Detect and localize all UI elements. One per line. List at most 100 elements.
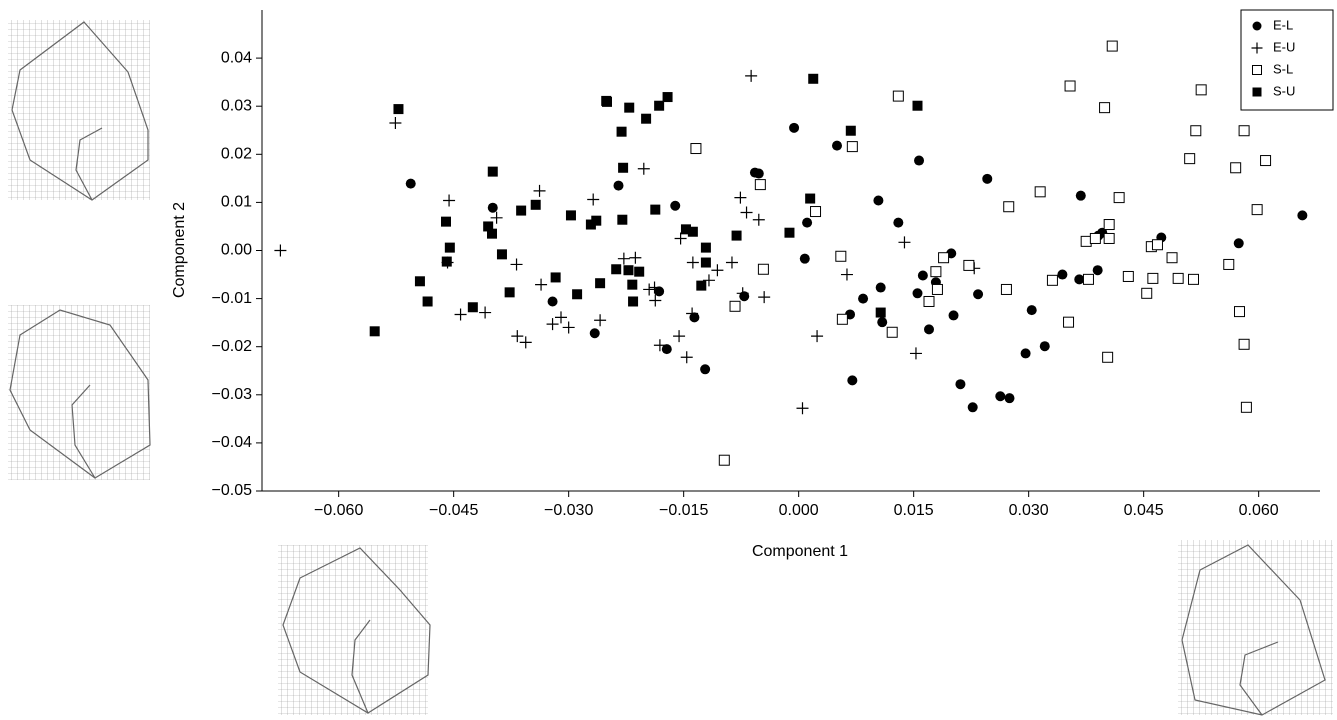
point <box>700 257 711 268</box>
point <box>546 318 559 331</box>
point <box>547 296 558 307</box>
point <box>274 244 287 257</box>
point <box>623 265 634 276</box>
point <box>836 313 848 325</box>
deformation-grid <box>278 545 431 715</box>
point <box>973 289 984 300</box>
point <box>875 307 886 318</box>
point <box>686 307 699 320</box>
point <box>745 69 758 82</box>
point <box>686 256 699 269</box>
point <box>1034 186 1046 198</box>
point <box>725 256 738 269</box>
point <box>643 283 656 296</box>
point <box>711 264 724 277</box>
point <box>1063 316 1075 328</box>
legend-label: E-L <box>1273 17 1293 32</box>
point <box>1000 283 1012 295</box>
y-tick-label: −0.01 <box>212 290 253 307</box>
point <box>1106 40 1118 52</box>
point <box>1172 272 1184 284</box>
point <box>938 252 950 264</box>
y-tick-label: −0.04 <box>212 434 253 451</box>
point <box>1089 232 1101 244</box>
point <box>702 274 715 287</box>
point <box>550 272 561 283</box>
point <box>627 279 638 290</box>
point <box>687 226 698 237</box>
point <box>1240 401 1252 413</box>
x-tick-label: 0.015 <box>894 502 934 519</box>
point <box>789 122 800 133</box>
point <box>955 379 966 390</box>
point <box>1080 235 1092 247</box>
point <box>1141 287 1153 299</box>
y-tick-label: 0.04 <box>221 49 252 66</box>
point <box>912 288 923 299</box>
point <box>752 213 765 226</box>
point <box>1122 270 1134 282</box>
point <box>673 330 686 343</box>
point <box>511 330 524 343</box>
point <box>1238 338 1250 350</box>
point <box>441 216 451 227</box>
x-tick-label: 0.060 <box>1239 502 1279 519</box>
point <box>982 173 993 184</box>
legend-marker <box>1252 21 1262 31</box>
point <box>674 232 687 245</box>
point <box>1082 273 1094 285</box>
deformation-grid <box>1178 540 1333 716</box>
point <box>757 263 769 275</box>
point <box>589 328 600 339</box>
legend-label: S-U <box>1273 83 1295 98</box>
point <box>405 178 416 189</box>
point <box>1151 239 1163 251</box>
point <box>802 217 813 228</box>
point <box>893 217 904 228</box>
point <box>483 221 494 232</box>
point <box>555 311 567 324</box>
point <box>1074 274 1085 285</box>
point <box>616 126 627 137</box>
point <box>873 195 884 206</box>
point <box>892 90 904 102</box>
x-tick-label: 0.000 <box>779 502 819 519</box>
point <box>661 344 672 355</box>
point <box>613 180 624 191</box>
point <box>624 102 635 113</box>
point <box>832 140 842 151</box>
legend-label: S-L <box>1273 61 1293 76</box>
point <box>754 179 766 191</box>
point <box>479 306 492 319</box>
point <box>840 268 853 281</box>
point <box>565 210 576 221</box>
point <box>650 204 661 215</box>
point <box>810 206 822 218</box>
point <box>799 253 810 264</box>
point <box>393 104 404 115</box>
legend-marker <box>1252 65 1262 75</box>
point <box>696 280 707 291</box>
point <box>731 230 742 241</box>
point <box>496 249 507 260</box>
point <box>758 291 771 304</box>
point <box>914 155 925 166</box>
legend-marker <box>1252 87 1262 97</box>
point <box>1260 155 1272 167</box>
point <box>1147 272 1159 284</box>
point <box>930 266 942 278</box>
point <box>811 330 824 343</box>
point <box>533 184 546 197</box>
point <box>628 296 639 307</box>
point <box>510 258 523 271</box>
point <box>931 283 943 295</box>
point <box>875 282 886 293</box>
point <box>1184 153 1196 165</box>
point <box>1230 162 1242 174</box>
point <box>739 291 750 302</box>
point <box>594 314 607 327</box>
point <box>808 73 819 84</box>
point <box>1046 274 1058 286</box>
point <box>535 278 548 291</box>
